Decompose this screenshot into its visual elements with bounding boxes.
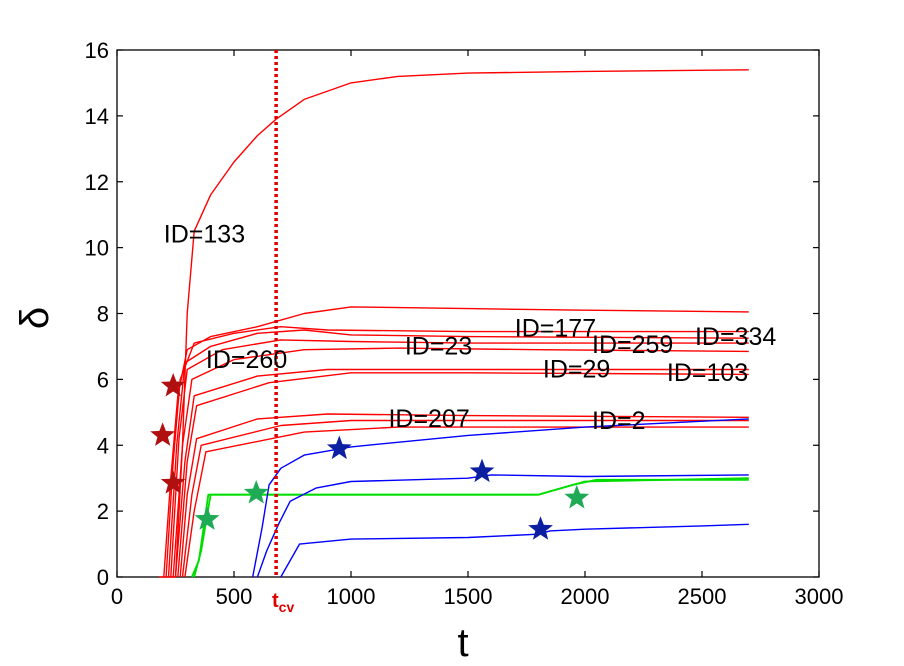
x-tick-label-0: 0 bbox=[111, 584, 123, 609]
annotation-label-7: ID=29 bbox=[543, 356, 610, 384]
star-marker-7 bbox=[326, 435, 352, 460]
series-line-16 bbox=[280, 523, 749, 578]
y-tick-label-4: 8 bbox=[97, 302, 109, 327]
x-tick-label-5: 2500 bbox=[678, 584, 727, 609]
annotation-label-8: ID=103 bbox=[667, 359, 748, 387]
series-line-5 bbox=[170, 339, 749, 578]
x-axis-label: t bbox=[457, 621, 468, 665]
y-axis-label: δ bbox=[13, 307, 57, 329]
star-marker-3 bbox=[160, 470, 186, 494]
annotation-label-3: ID=23 bbox=[405, 333, 472, 361]
series-line-14 bbox=[252, 418, 749, 578]
x-tick-label-6: 3000 bbox=[795, 584, 844, 609]
series-line-11 bbox=[184, 426, 749, 578]
x-tick-label-1: 500 bbox=[216, 584, 253, 609]
series-line-13 bbox=[193, 478, 749, 578]
x-tick-label-4: 2000 bbox=[561, 584, 610, 609]
star-marker-1 bbox=[160, 373, 186, 397]
axis-layer: 0 500 1000 1500 2000 2500 3000 0 2 4 6 8 10 12 14 16 bbox=[85, 38, 844, 609]
star-marker-8 bbox=[469, 458, 495, 483]
series-line-4 bbox=[167, 329, 749, 578]
star-marker-9 bbox=[528, 516, 553, 540]
y-tick-label-8: 16 bbox=[85, 38, 109, 63]
series-line-15 bbox=[256, 474, 749, 578]
x-tick-label-3: 1500 bbox=[444, 584, 493, 609]
series-line-8 bbox=[177, 372, 749, 578]
y-tick-label-0: 0 bbox=[97, 565, 109, 590]
annotation-label-4: ID=177 bbox=[515, 315, 596, 343]
plot-area bbox=[116, 49, 820, 578]
y-tick-label-2: 4 bbox=[97, 433, 109, 458]
annotation-label-6: ID=334 bbox=[695, 323, 776, 351]
series-line-10 bbox=[181, 419, 749, 578]
y-tick-label-6: 12 bbox=[85, 170, 109, 195]
stars-layer bbox=[150, 373, 590, 540]
star-marker-4 bbox=[194, 506, 220, 530]
tcv-label: tcv bbox=[272, 590, 294, 615]
series-line-9 bbox=[179, 413, 749, 578]
series-layer bbox=[159, 50, 749, 578]
star-marker-5 bbox=[243, 480, 269, 504]
annotation-label-2: ID=260 bbox=[206, 346, 287, 374]
y-tick-label-3: 6 bbox=[97, 367, 109, 392]
y-tick-label-1: 2 bbox=[97, 499, 109, 524]
annotation-label-5: ID=259 bbox=[592, 331, 673, 359]
x-tick-label-2: 1000 bbox=[327, 584, 376, 609]
y-tick-label-7: 14 bbox=[85, 104, 109, 129]
tcv-label-main: t bbox=[272, 590, 279, 612]
annotation-label-10: ID=2 bbox=[592, 407, 646, 435]
tcv-label-sub: cv bbox=[279, 599, 295, 615]
series-line-6 bbox=[172, 347, 749, 578]
series-line-7 bbox=[174, 368, 749, 578]
y-tick-label-5: 10 bbox=[85, 236, 109, 261]
star-marker-6 bbox=[564, 484, 590, 509]
annotation-label-1: ID=133 bbox=[164, 221, 245, 249]
annotation-label-9: ID=207 bbox=[388, 405, 469, 433]
series-line-3 bbox=[165, 326, 749, 578]
series-line-2 bbox=[163, 306, 749, 578]
star-marker-2 bbox=[150, 422, 175, 446]
